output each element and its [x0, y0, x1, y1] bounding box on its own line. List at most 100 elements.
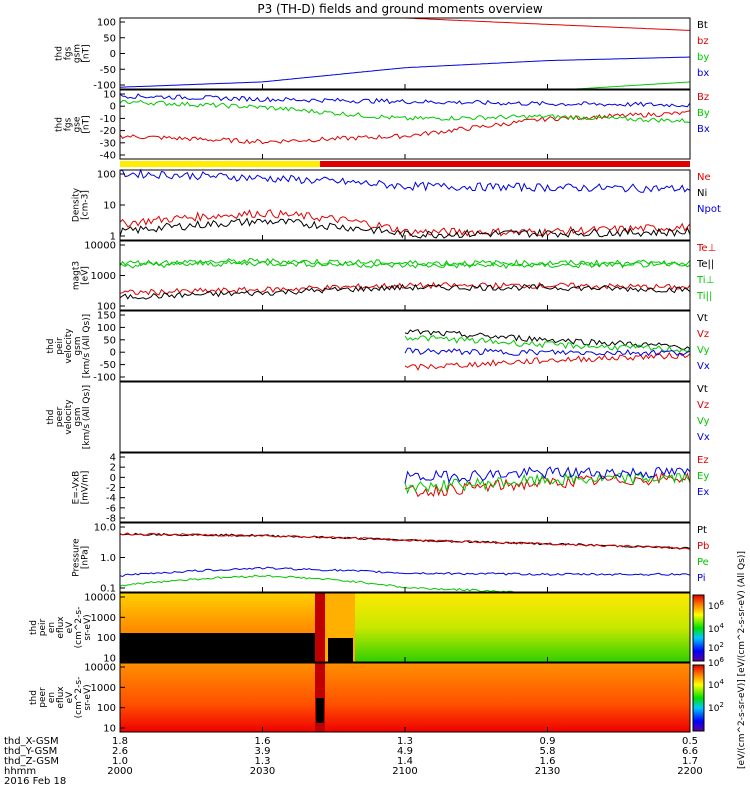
legend-fgs_gsm-2: by: [697, 52, 709, 63]
ylabel-line-peer_vel: gsm: [73, 407, 83, 426]
y-tick-label-efield: -6: [106, 503, 116, 514]
y-tick-label-efield: -4: [106, 493, 116, 504]
ylabel-line-peir_vel: peir: [55, 337, 65, 355]
legend-fgs_gse-0: Bz: [697, 92, 709, 103]
y-tick-label-temp: 1000: [91, 271, 116, 282]
x-row-label: thd_X-GSM: [4, 736, 59, 747]
x-row-value: 2030: [250, 766, 275, 777]
x-row-value: 2200: [677, 766, 702, 777]
series-thd-peir-velocity-gsm-Vy: [404, 335, 691, 353]
ylabel-pressure: Pressure [nPa]: [72, 538, 91, 577]
ylabel-line-efield: [mV/m]: [81, 471, 91, 505]
ylabel-line-peir_spec: thd: [29, 620, 39, 635]
y-tick-label-fgs_gse: -30: [100, 138, 116, 149]
series-pressure-Pb: [119, 532, 691, 550]
ylabel-line-density: [cm-3]: [81, 190, 91, 220]
ylabel-line-peir_spec: eflux: [56, 616, 66, 639]
legend-fgs_gsm-1: bz: [697, 36, 709, 47]
peir-spectrogram-lowband: [328, 638, 353, 662]
y-tick-label-peir_vel: 150: [97, 311, 116, 322]
series-magt3-Ti: [119, 259, 691, 270]
y-tick-label-peir_vel: -100: [93, 373, 116, 384]
ylabel-peir_vel: thd peir velocity gsm [km/s (All Qs)]: [46, 314, 92, 378]
y-tick-label-peir_spec: 10000: [84, 593, 116, 604]
series-e-vxb-Ez: [404, 471, 691, 498]
peir-spectrogram-gap: [315, 593, 325, 662]
ylabel-line-efield: E=-VxB: [72, 471, 82, 505]
ylabel-line-fgs_gse: [nT]: [82, 115, 92, 133]
colorbar-tick: 104: [708, 622, 724, 635]
ylabel-density: Density [cm-3]: [72, 187, 91, 222]
y-tick-label-fgs_gse: 0: [110, 102, 116, 113]
series-density-Ni: [119, 217, 691, 239]
panel-frame-peer_vel: [119, 381, 691, 453]
series-thd-fgs-gse-Bx: [119, 93, 691, 108]
legend-efield-0: Ez: [697, 455, 709, 466]
series-pressure-Pi: [119, 566, 691, 578]
date-label: 2016 Feb 18: [4, 776, 66, 787]
series-thd-fgs-gsm-bz: [120, 17, 691, 31]
x-row-label: thd_Y-GSM: [4, 746, 57, 757]
ylabel-line-peer_spec: eflux: [56, 686, 66, 709]
ylabel-line-pressure: [nPa]: [81, 546, 91, 569]
y-tick-label-fgs_gse: 10: [103, 90, 116, 101]
legend-peir_vel-0: Vt: [697, 313, 708, 324]
legend-efield-1: Ey: [697, 471, 709, 482]
peir-spectrogram-nodata: [120, 633, 315, 662]
ylabel-line-peir_spec: sr-eV): [83, 614, 93, 640]
ylabel-line-peer_spec: sr-eV): [83, 684, 93, 710]
ylabel-line-peer_vel: [km/s (All Qs)]: [82, 385, 92, 449]
peer-spectrogram-background: [120, 663, 690, 732]
x-row-value: 6.6: [682, 746, 698, 757]
legend-density-2: Npot: [697, 204, 721, 215]
legend-peir_vel-3: Vx: [697, 361, 710, 372]
x-row-value: 1.4: [397, 756, 413, 767]
series-magt3-Ti: [119, 257, 691, 267]
y-tick-label-pressure: 0.1: [100, 584, 116, 595]
ylabel-line-pressure: Pressure: [72, 538, 82, 577]
y-tick-label-fgs_gse: -20: [100, 126, 116, 137]
legend-pressure-2: Pe: [697, 557, 709, 568]
y-tick-label-fgs_gse: -40: [100, 151, 116, 162]
ylabel-line-fgs_gse: fgs: [64, 117, 74, 131]
legend-peer_vel-2: Vy: [697, 416, 710, 427]
legend-peir_vel-2: Vy: [697, 345, 710, 356]
y-tick-label-peir_spec: 1000: [91, 613, 116, 624]
ylabel-fgs_gse: thd fgs gse [nT]: [55, 115, 92, 133]
x-row-value: 1.3: [397, 736, 413, 747]
ylabel-line-peir_vel: gsm: [73, 336, 83, 355]
colorbar-label-text: [eV/(cm^2-s-sr-eV)] [eV/(cm^2-s-sr-eV) (…: [737, 551, 747, 769]
ylabel-line-fgs_gse: thd: [55, 117, 65, 132]
ylabel-line-fgs_gsm: [nT]: [82, 44, 92, 62]
y-tick-label-pressure: 10.0: [94, 523, 116, 534]
panel-frame-fgs_gse: [119, 89, 691, 160]
y-tick-label-peir_vel: 0: [110, 348, 116, 359]
series-thd-fgs-gse-By: [119, 99, 691, 124]
y-tick-label-peer_spec: 10000: [84, 663, 116, 674]
ylabel-peir_spec: thd peir en eflux eV (cm^2-s-sr-eV): [29, 607, 93, 649]
ylabel-line-temp: magt3: [72, 261, 82, 290]
y-tick-label-efield: -2: [106, 483, 116, 494]
ylabel-line-peer_vel: peer: [55, 406, 65, 427]
colorbar-tick: 104: [708, 678, 724, 691]
y-tick-label-fgs_gsm: 50: [103, 33, 116, 44]
y-tick-label-density: 1: [110, 232, 116, 243]
ylabel-line-peir_spec: peir: [38, 618, 48, 636]
y-tick-label-peer_spec: 10: [103, 724, 116, 735]
colorbar-tick: 102: [708, 641, 724, 654]
y-tick-label-temp: 100: [97, 302, 116, 313]
series-magt3-Te: [119, 283, 691, 300]
x-row-value: 2000: [107, 766, 132, 777]
ylabel-line-fgs_gse: gse: [73, 116, 83, 132]
panel-frame-temp: [119, 240, 691, 311]
y-tick-label-fgs_gse: -10: [100, 114, 116, 125]
legend-fgs_gsm-3: bx: [697, 68, 709, 79]
legend-density-1: Ni: [697, 188, 707, 199]
panel-frame-peir_vel: [119, 310, 691, 382]
ylabel-line-peer_spec: (cm^2-s-: [74, 677, 84, 719]
ylabel-line-peir_spec: (cm^2-s-: [74, 607, 84, 649]
colorbar-tick: 102: [708, 701, 724, 714]
series-e-vxb-Ey: [404, 471, 691, 495]
x-row-label: thd_Z-GSM: [4, 756, 59, 767]
